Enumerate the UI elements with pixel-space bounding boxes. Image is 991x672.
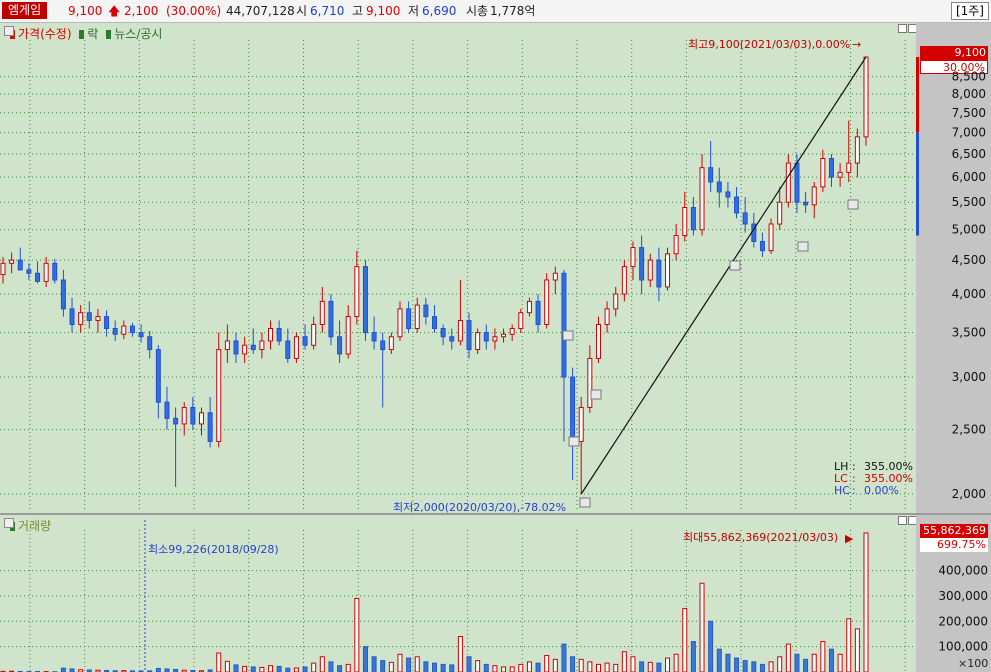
price-legend: 가격(수정) 락 뉴스/공시 [4, 25, 162, 42]
current-pct-tag: 30.00% [920, 60, 988, 74]
volume-panel-toggle-icon[interactable] [4, 518, 14, 528]
legend-news-marker [106, 30, 112, 39]
price-axis[interactable] [916, 23, 991, 513]
low-price: 6,690 [422, 4, 457, 18]
volume-pct-tag: 699.75% [920, 538, 988, 552]
legend-price: 가격(수정) [18, 27, 72, 41]
market-cap-label: 시총 [466, 4, 489, 18]
trade-volume: 44,707,128 [226, 4, 295, 18]
volume-panel: 거래량 [0, 515, 917, 672]
volume-minimize-button[interactable] [898, 516, 907, 525]
price-minimize-button[interactable] [898, 24, 907, 33]
high-price: 9,100 [366, 4, 401, 18]
legend-ex: 락 [87, 27, 99, 41]
open-price: 6,710 [310, 4, 345, 18]
price-panel-toggle-icon[interactable] [4, 26, 14, 36]
legend-ex-marker [79, 30, 85, 39]
stock-name[interactable]: 엠게임 [2, 2, 48, 19]
current-price: 9,100 [68, 4, 103, 18]
low-label: 저 [408, 4, 420, 18]
panel-divider[interactable] [0, 513, 991, 515]
current-price-tag: 9,100 [920, 46, 988, 60]
high-label: 고 [352, 4, 364, 18]
legend-news: 뉴스/공시 [114, 27, 163, 41]
price-panel: 가격(수정) 락 뉴스/공시 [0, 23, 917, 513]
quote-bar: 엠게임 9,100 🡅 2,100 (30.00%) 44,707,128 시 … [0, 0, 991, 23]
up-arrow-icon: 🡅 [108, 4, 121, 18]
price-change: 2,100 [124, 4, 159, 18]
legend-volume: 거래량 [18, 519, 52, 533]
period-selector[interactable]: [1주] [950, 2, 989, 20]
market-cap: 1,778억 [490, 4, 536, 18]
open-label: 시 [296, 4, 308, 18]
current-volume-tag: 55,862,369 [920, 524, 988, 538]
price-change-pct: (30.00%) [166, 4, 222, 18]
